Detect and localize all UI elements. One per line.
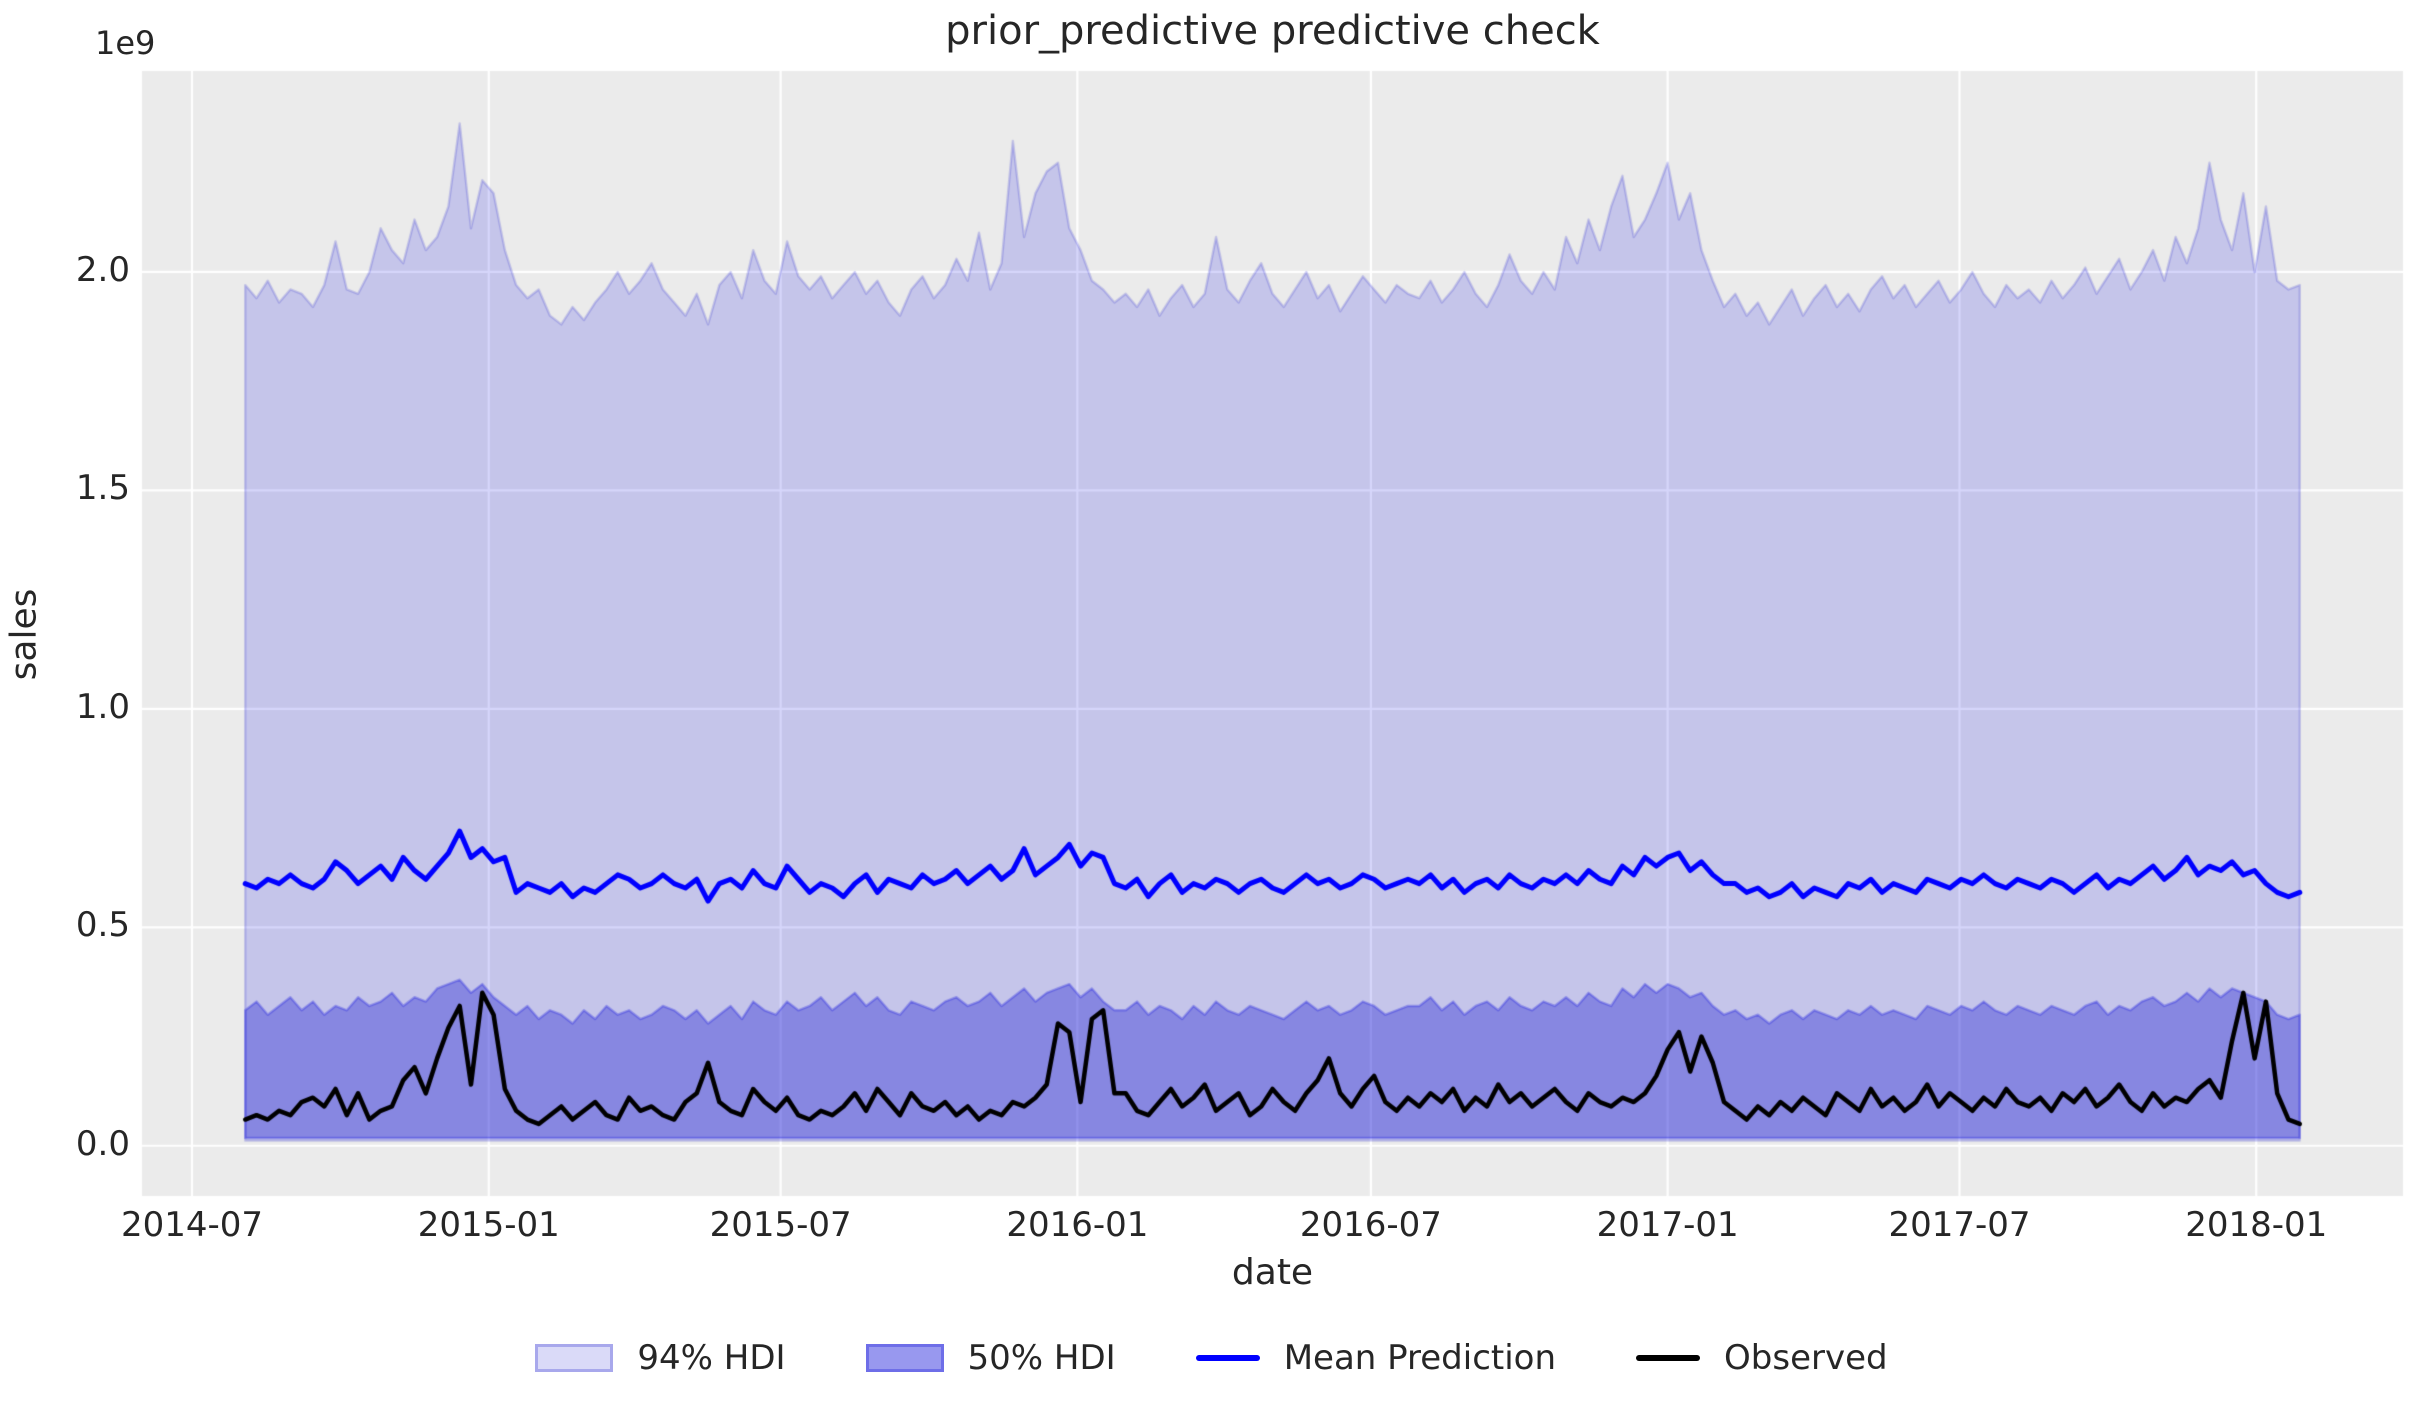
prior-predictive-chart-canvas	[0, 0, 2423, 1423]
